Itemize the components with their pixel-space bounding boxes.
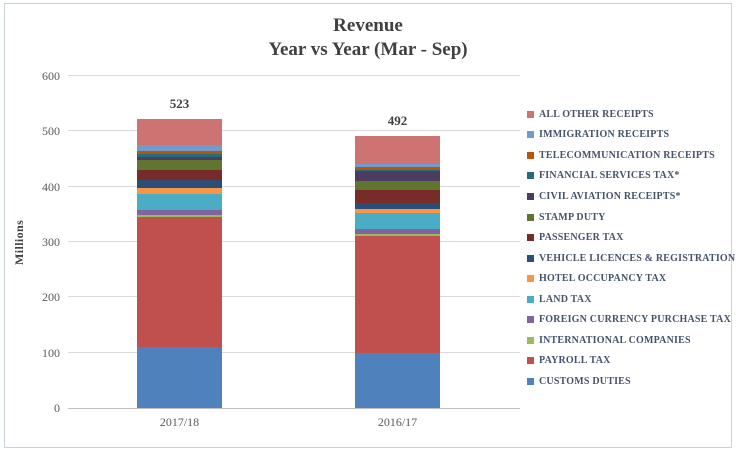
bar-segment-immigration-receipts-2017-18 <box>137 144 222 151</box>
gridline-300 <box>68 241 520 242</box>
bar-2016-17 <box>355 135 440 408</box>
legend-label-land-tax: LAND TAX <box>539 293 592 305</box>
y-tick-label-100: 100 <box>42 345 60 360</box>
legend-swatch-civil-aviation-receipts <box>527 192 534 200</box>
y-tick-label-300: 300 <box>42 235 60 249</box>
plot-area: 600 500 400 300 200 100 0 523 492 <box>42 69 520 415</box>
bar-segment-civil-aviation-receipts-2016-17 <box>355 171 440 182</box>
bar-segment-payroll-tax-2017-18 <box>137 217 222 348</box>
bar-segment-all-other-receipts-2016-17 <box>355 135 440 165</box>
bar-segment-hotel-occupancy-tax-2017-18 <box>137 188 222 195</box>
legend-label-foreign-currency-purchase-tax: FOREIGN CURRENCY PURCHASE TAX <box>539 314 732 326</box>
gridline-100 <box>68 351 520 353</box>
legend-label-international-companies: INTERNATIONAL COMPANIES <box>539 334 691 346</box>
legend-item-all-other-receipts: ALL OTHER RECEIPTS <box>527 104 735 125</box>
bar-segment-financial-services-tax-2016-17 <box>355 169 440 172</box>
chart-title-line2: Year vs Year (Mar - Sep) <box>268 39 468 60</box>
bar-segment-stamp-duty-2017-18 <box>137 160 222 171</box>
y-tick-label-0: 0 <box>54 401 60 415</box>
legend-item-passenger-tax: PASSENGER TAX <box>527 227 735 248</box>
legend-item-customs-duties: CUSTOMS DUTIES <box>527 371 735 392</box>
legend-swatch-international-companies <box>527 336 534 344</box>
gridline-400 <box>68 185 520 187</box>
legend-item-payroll-tax: PAYROLL TAX <box>527 351 735 372</box>
y-tick-label-400: 400 <box>42 179 60 194</box>
bar-segment-telecommunication-receipts-2016-17 <box>355 166 440 170</box>
legend-swatch-stamp-duty <box>527 213 534 221</box>
chart-title: Revenue Year vs Year (Mar - Sep) <box>0 14 736 62</box>
bar-segment-vehicle-licences-registration-2016-17 <box>355 202 440 210</box>
legend-item-stamp-duty: STAMP DUTY <box>527 207 735 228</box>
bar-segment-land-tax-2016-17 <box>355 212 440 229</box>
legend-label-customs-duties: CUSTOMS DUTIES <box>539 375 631 387</box>
legend-label-payroll-tax: PAYROLL TAX <box>539 355 611 367</box>
legend-label-stamp-duty: STAMP DUTY <box>539 211 606 223</box>
bar-segment-financial-services-tax-2017-18 <box>137 154 222 158</box>
x-axis-line <box>68 408 520 409</box>
y-tick-label-500: 500 <box>42 124 60 139</box>
legend-item-land-tax: LAND TAX <box>527 289 735 310</box>
legend-swatch-foreign-currency-purchase-tax <box>527 316 534 324</box>
bar-segment-international-companies-2016-17 <box>355 234 440 237</box>
gridline-500 <box>68 130 520 132</box>
legend-swatch-land-tax <box>527 295 534 303</box>
bar-segment-all-other-receipts-2017-18 <box>137 118 222 145</box>
legend-label-immigration-receipts: IMMIGRATION RECEIPTS <box>539 129 670 141</box>
bar-segment-foreign-currency-purchase-tax-2017-18 <box>137 209 222 215</box>
legend-swatch-financial-services-tax <box>527 172 534 180</box>
bar-segment-customs-duties-2016-17 <box>355 352 440 408</box>
bar-2017-18 <box>137 118 222 408</box>
bar-total-label-2017-18: 523 <box>169 95 190 111</box>
legend-item-telecommunication-receipts: TELECOMMUNICATION RECEIPTS <box>527 145 735 166</box>
legend-swatch-immigration-receipts <box>527 131 534 139</box>
bar-segment-foreign-currency-purchase-tax-2016-17 <box>355 228 440 235</box>
legend-item-hotel-occupancy-tax: HOTEL OCCUPANCY TAX <box>527 268 735 289</box>
bar-segment-telecommunication-receipts-2017-18 <box>137 150 222 155</box>
gridline-600 <box>68 75 520 76</box>
legend-swatch-all-other-receipts <box>527 110 534 118</box>
x-axis-label-2017-18: 2017/18 <box>159 415 200 429</box>
bar-segment-civil-aviation-receipts-2017-18 <box>137 157 222 161</box>
bar-segment-land-tax-2017-18 <box>137 194 222 210</box>
bar-segment-immigration-receipts-2016-17 <box>355 164 440 167</box>
legend-swatch-customs-duties <box>527 377 534 385</box>
bar-total-label-2016-17: 492 <box>387 112 408 128</box>
legend-item-immigration-receipts: IMMIGRATION RECEIPTS <box>527 125 735 146</box>
bar-segment-customs-duties-2017-18 <box>137 347 222 408</box>
bar-segment-vehicle-licences-registration-2017-18 <box>137 179 222 189</box>
legend-swatch-hotel-occupancy-tax <box>527 275 534 283</box>
bar-segment-payroll-tax-2016-17 <box>355 236 440 353</box>
legend-label-telecommunication-receipts: TELECOMMUNICATION RECEIPTS <box>539 149 715 161</box>
x-axis-label-2016-17: 2016/17 <box>377 415 418 429</box>
legend-item-international-companies: INTERNATIONAL COMPANIES <box>527 330 735 351</box>
legend-item-foreign-currency-purchase-tax: FOREIGN CURRENCY PURCHASE TAX <box>527 309 735 330</box>
legend-label-hotel-occupancy-tax: HOTEL OCCUPANCY TAX <box>539 273 667 285</box>
y-tick-label-600: 600 <box>42 69 60 83</box>
bar-segment-passenger-tax-2016-17 <box>355 189 440 203</box>
legend-label-all-other-receipts: ALL OTHER RECEIPTS <box>539 108 654 120</box>
bar-segment-stamp-duty-2016-17 <box>355 181 440 190</box>
legend-label-civil-aviation-receipts: CIVIL AVIATION RECEIPTS* <box>539 190 681 202</box>
bar-segment-passenger-tax-2017-18 <box>137 170 222 180</box>
gridline-200 <box>68 296 520 298</box>
legend-label-vehicle-licences-registration: VEHICLE LICENCES & REGISTRATION <box>539 252 736 264</box>
bar-segment-hotel-occupancy-tax-2016-17 <box>355 209 440 213</box>
legend-label-passenger-tax: PASSENGER TAX <box>539 232 624 244</box>
legend: ALL OTHER RECEIPTS IMMIGRATION RECEIPTS TE… <box>527 104 735 392</box>
legend-swatch-passenger-tax <box>527 234 534 242</box>
legend-item-financial-services-tax: FINANCIAL SERVICES TAX* <box>527 166 735 187</box>
chart-title-line1: Revenue <box>333 15 403 36</box>
legend-swatch-payroll-tax <box>527 357 534 365</box>
y-tick-label-200: 200 <box>42 290 60 305</box>
legend-label-financial-services-tax: FINANCIAL SERVICES TAX* <box>539 170 680 182</box>
legend-item-vehicle-licences-registration: VEHICLE LICENCES & REGISTRATION <box>527 248 735 269</box>
legend-swatch-telecommunication-receipts <box>527 151 534 159</box>
legend-item-civil-aviation-receipts: CIVIL AVIATION RECEIPTS* <box>527 186 735 207</box>
legend-swatch-vehicle-licences-registration <box>527 254 534 262</box>
bar-segment-international-companies-2017-18 <box>137 214 222 218</box>
